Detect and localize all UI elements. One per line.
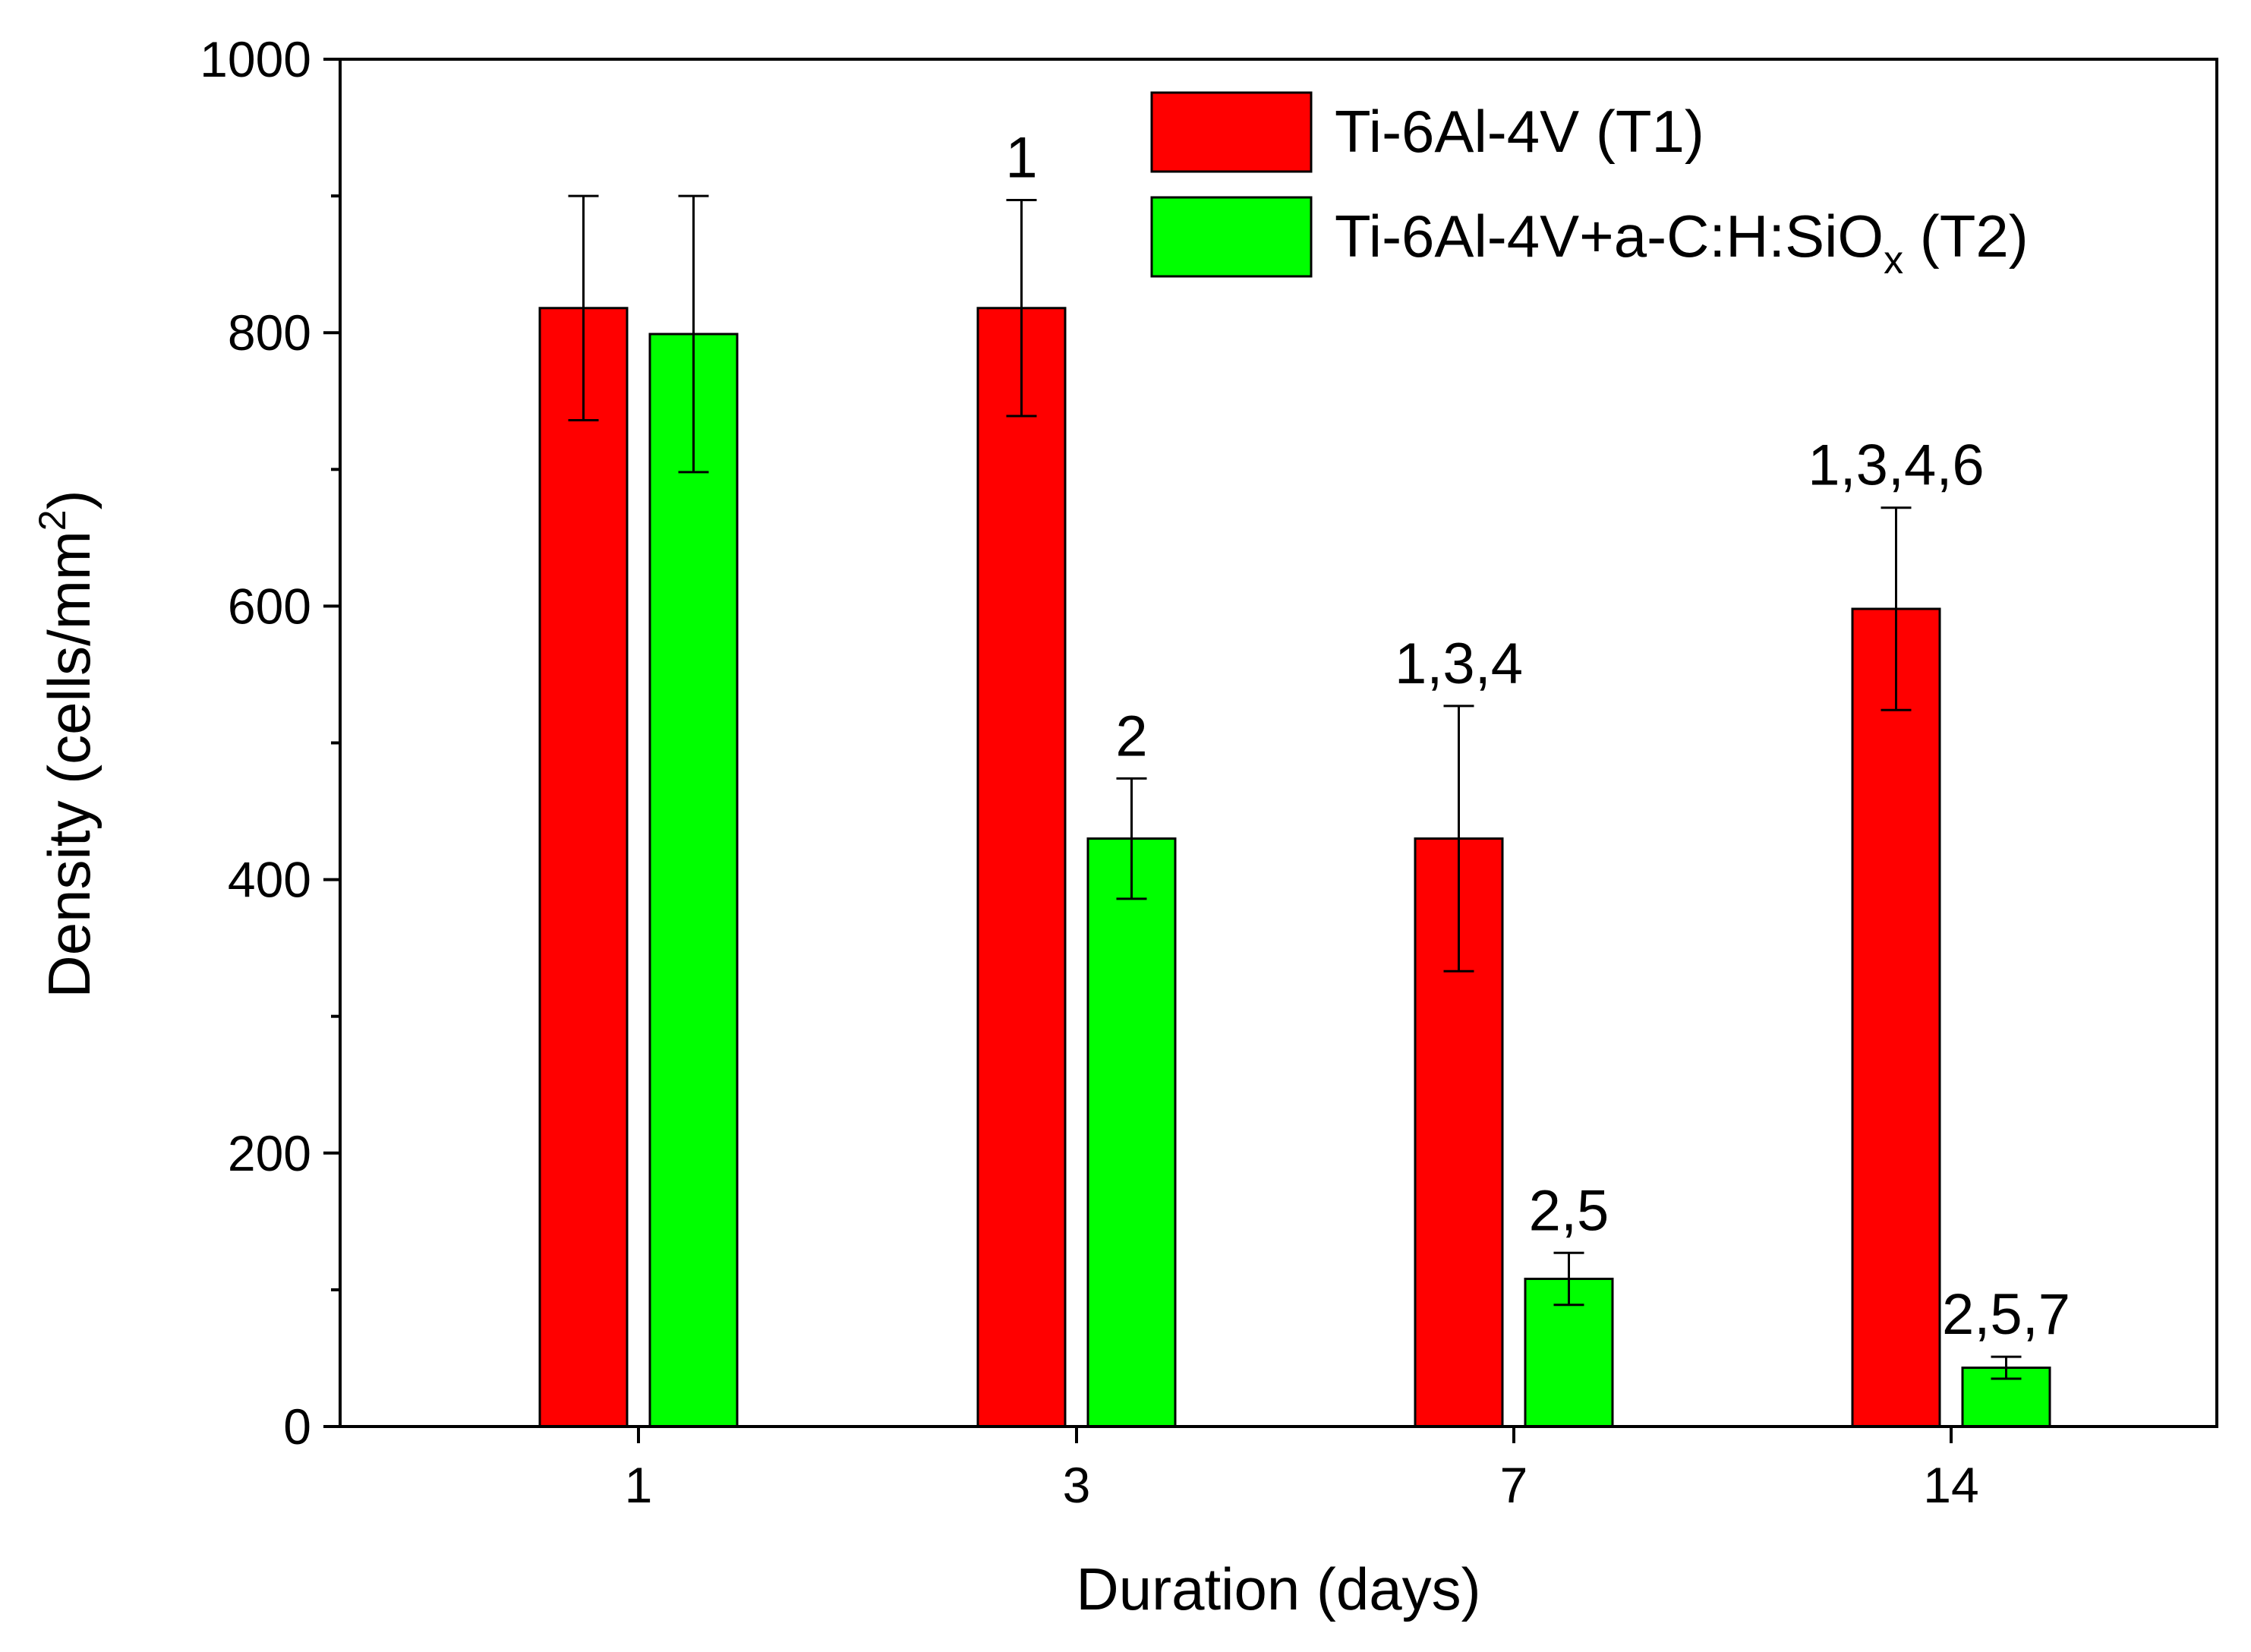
y-axis-title-superscript: 2 xyxy=(31,509,74,531)
annotation-s2-day7: 2,5 xyxy=(1529,1178,1609,1243)
x-tick-label-7: 7 xyxy=(1500,1457,1528,1513)
y-tick-label-0: 0 xyxy=(283,1398,311,1455)
annotation-s2-day14: 2,5,7 xyxy=(1942,1282,2070,1347)
annotation-s1-day14: 1,3,4,6 xyxy=(1808,433,1984,498)
x-tick-label-14: 14 xyxy=(1923,1457,1978,1513)
x-axis: 1 3 7 14 xyxy=(625,1427,1979,1513)
legend-label-t2-main: Ti-6Al-4V+a-C:H:SiO xyxy=(1335,203,1884,270)
bar-s1-day1 xyxy=(538,307,629,1428)
legend: Ti-6Al-4V (T1) Ti-6Al-4V+a-C:H:SiOx (T2) xyxy=(1150,91,2029,282)
legend-label-t2-tail: (T2) xyxy=(1903,203,2029,270)
y-tick-label-800: 800 xyxy=(228,304,311,361)
legend-swatch-t2 xyxy=(1150,196,1313,278)
bar-s2-day1 xyxy=(648,333,739,1428)
legend-label-t1: Ti-6Al-4V (T1) xyxy=(1335,98,1704,165)
legend-label-t2-subscript: x xyxy=(1884,238,1903,282)
y-tick-label-200: 200 xyxy=(228,1125,311,1181)
y-tick-label-400: 400 xyxy=(228,852,311,908)
y-tick-label-600: 600 xyxy=(228,578,311,634)
plot-frame xyxy=(339,58,2218,1428)
annotation-s1-day3: 1 xyxy=(1005,126,1037,191)
bars-group: 1 1,3,4 1,3,4,6 2 2,5 2,5,7 xyxy=(538,126,2070,1428)
y-axis-title: Density (cells/mm2) xyxy=(31,490,102,998)
x-axis-title: Duration (days) xyxy=(1076,1556,1480,1622)
y-axis-title-main: Density (cells/mm xyxy=(36,531,102,998)
bar-s1-day3 xyxy=(976,307,1067,1428)
y-axis-title-close: ) xyxy=(36,490,102,509)
x-tick-label-3: 3 xyxy=(1063,1457,1091,1513)
bar-s1-day14 xyxy=(1851,607,1941,1428)
legend-swatch-t1 xyxy=(1150,91,1313,173)
legend-label-t2: Ti-6Al-4V+a-C:H:SiOx (T2) xyxy=(1335,203,2029,282)
bar-s2-day3 xyxy=(1086,837,1177,1428)
x-tick-label-1: 1 xyxy=(625,1457,653,1513)
annotation-s2-day3: 2 xyxy=(1115,704,1147,768)
y-tick-label-1000: 1000 xyxy=(200,31,311,87)
annotation-s1-day7: 1,3,4 xyxy=(1395,632,1523,696)
